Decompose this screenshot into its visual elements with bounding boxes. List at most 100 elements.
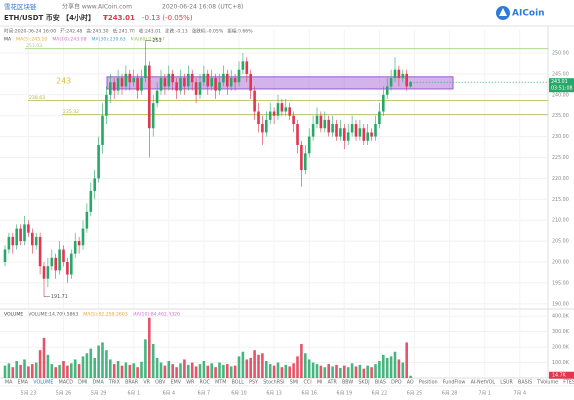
volume-bar	[253, 350, 256, 378]
x-tick-label: 6月 25	[407, 391, 422, 397]
candle-body	[175, 82, 178, 91]
indicator-tab[interactable]: AO	[407, 380, 414, 386]
volume-bar	[350, 363, 354, 378]
indicator-tab[interactable]: VOLUME	[33, 380, 53, 386]
volume-bar	[19, 364, 22, 378]
volume-bar	[155, 357, 159, 378]
candle-body	[409, 82, 412, 87]
indicator-tab[interactable]: BASIS	[518, 380, 532, 386]
candle-body	[284, 107, 288, 112]
candle-body	[253, 90, 256, 112]
candle-body	[222, 73, 225, 83]
label: MA(10):84,462.4320	[133, 312, 180, 318]
indicator-tab[interactable]: SKDJ	[358, 380, 369, 386]
candle-body	[112, 82, 116, 91]
volume-bar	[405, 342, 408, 378]
price-tag-label: 243.01	[551, 79, 568, 85]
x-tick-label: 5月 23	[21, 391, 36, 397]
indicator-tab[interactable]: LSUR	[500, 380, 513, 386]
label: MA(5):243.10	[16, 37, 47, 43]
indicator-tab[interactable]: DMI	[78, 380, 87, 386]
volume-bar	[171, 364, 174, 378]
volume-bar	[179, 363, 182, 378]
share: 分享自 www.AICoin.com	[62, 3, 132, 11]
indicator-tab[interactable]: BOLL	[232, 380, 245, 386]
label: MA(60):238.57	[131, 37, 165, 43]
volume-bar	[198, 364, 202, 378]
candle-body	[120, 78, 124, 87]
indicator-tab[interactable]: CCI	[304, 380, 312, 386]
volume-bar	[54, 367, 57, 378]
indicator-tab[interactable]: StochRSI	[263, 380, 284, 386]
indicator-tab[interactable]: EMA	[18, 380, 29, 386]
volume-bar	[116, 361, 120, 378]
candle-body	[241, 61, 245, 70]
volume-bar	[339, 367, 342, 378]
indicator-tab[interactable]: DMA	[93, 380, 105, 386]
candle-body	[144, 65, 147, 79]
indicator-tab[interactable]: ROC	[200, 380, 211, 386]
candle-body	[378, 111, 381, 125]
label: MA(30):239.63	[92, 37, 126, 43]
indicator-tab[interactable]: BBW	[342, 380, 353, 386]
x-tick-label: 5月 29	[91, 391, 106, 397]
indicator-tab[interactable]: EMV	[171, 380, 182, 386]
candle-body	[370, 132, 373, 137]
volume-bar	[159, 362, 163, 378]
candle-body	[179, 78, 182, 91]
indicator-tab[interactable]: MACD	[59, 380, 74, 386]
volume-bar	[42, 337, 46, 378]
indicator-tab[interactable]: BIAS	[375, 380, 386, 386]
indicator-tab[interactable]: MTM	[215, 380, 226, 386]
indicator-tab[interactable]: TVolume	[536, 380, 558, 386]
indicator-tab[interactable]: ATR	[328, 380, 338, 386]
candle-body	[62, 249, 65, 263]
volume-bar	[202, 361, 206, 378]
label: 收:243.01	[139, 28, 161, 35]
indicator-tab[interactable]: DPO	[391, 380, 402, 386]
candle-body	[366, 132, 369, 141]
indicator-tab[interactable]: MI	[317, 380, 323, 386]
indicator-tab[interactable]: TRIX	[108, 380, 121, 386]
volume-bar	[73, 359, 77, 378]
volume-bar	[27, 366, 30, 378]
candle-body	[397, 69, 401, 79]
candle-body	[159, 78, 163, 91]
indicator-tab[interactable]: AI-NetVOL	[471, 380, 496, 386]
indicator-tab[interactable]: OBV	[155, 380, 166, 386]
indicator-tab[interactable]: VR	[143, 380, 150, 386]
indicator-tab[interactable]: SMI	[290, 380, 299, 386]
candle-body	[401, 73, 405, 79]
volume-bar	[148, 317, 151, 378]
indicator-tab[interactable]: WR	[186, 380, 195, 386]
volume-bar	[374, 364, 377, 378]
volume-bar	[257, 354, 260, 378]
v-tick-label: 300.0K	[552, 329, 570, 335]
indicator-tab[interactable]: BRAR	[125, 380, 139, 386]
indicator-tab[interactable]: FundFlow	[443, 380, 466, 386]
candle-body	[296, 124, 299, 145]
candle-body	[155, 90, 159, 104]
volume-bar	[327, 364, 330, 378]
indicator-tab[interactable]: PSY	[249, 380, 258, 386]
candle-body	[335, 124, 338, 137]
candle-body	[187, 73, 190, 87]
candle-body	[233, 78, 237, 83]
candle-body	[148, 65, 151, 129]
volume-bar	[358, 364, 362, 378]
candle-body	[163, 78, 167, 87]
candle-body	[304, 153, 307, 171]
volume-bar	[385, 357, 389, 378]
volume-bar	[97, 345, 100, 378]
indicator-tab[interactable]: FTES	[563, 380, 574, 386]
indicator-tab[interactable]: Position	[419, 380, 438, 386]
indicator-tab[interactable]: MA	[5, 380, 13, 386]
candle-body	[46, 266, 50, 279]
volume-bar	[222, 364, 225, 378]
y-tick-label: 195.00	[552, 280, 569, 286]
volume-bar	[319, 365, 323, 378]
label: MA(10):243.08	[52, 37, 86, 43]
candle-body	[327, 119, 330, 133]
volume-bar	[214, 367, 217, 378]
